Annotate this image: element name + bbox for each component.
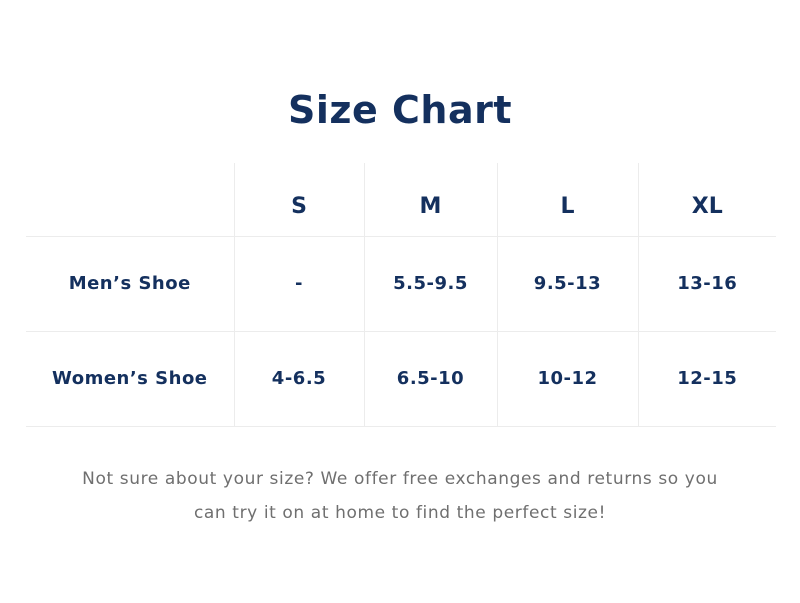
table-row: Women’s Shoe 4-6.5 6.5-10 10-12 12-15 bbox=[26, 331, 776, 427]
header-size-xl: XL bbox=[637, 163, 776, 237]
table-cell: - bbox=[233, 236, 364, 332]
header-size-s: S bbox=[233, 163, 364, 237]
table-header-row: S M L XL bbox=[26, 163, 776, 237]
table-cell: 10-12 bbox=[496, 331, 638, 427]
header-size-m: M bbox=[363, 163, 497, 237]
header-size-l: L bbox=[496, 163, 638, 237]
size-note-line-1: Not sure about your size? We offer free … bbox=[82, 469, 718, 489]
page-title: Size Chart bbox=[287, 88, 512, 132]
size-chart-table: S M L XL Men’s Shoe - 5.5-9.5 9.5-13 13-… bbox=[26, 163, 776, 427]
size-note-line-2: can try it on at home to find the perfec… bbox=[193, 503, 607, 523]
table-cell: 5.5-9.5 bbox=[363, 236, 497, 332]
row-label: Men’s Shoe bbox=[26, 236, 234, 332]
row-label: Women’s Shoe bbox=[26, 331, 234, 427]
table-cell: 12-15 bbox=[637, 331, 776, 427]
table-cell: 6.5-10 bbox=[363, 331, 497, 427]
size-note: Not sure about your size? We offer free … bbox=[0, 462, 800, 530]
table-cell: 13-16 bbox=[637, 236, 776, 332]
header-empty bbox=[26, 163, 234, 237]
table-row: Men’s Shoe - 5.5-9.5 9.5-13 13-16 bbox=[26, 236, 776, 332]
table-cell: 4-6.5 bbox=[233, 331, 364, 427]
table-cell: 9.5-13 bbox=[496, 236, 638, 332]
